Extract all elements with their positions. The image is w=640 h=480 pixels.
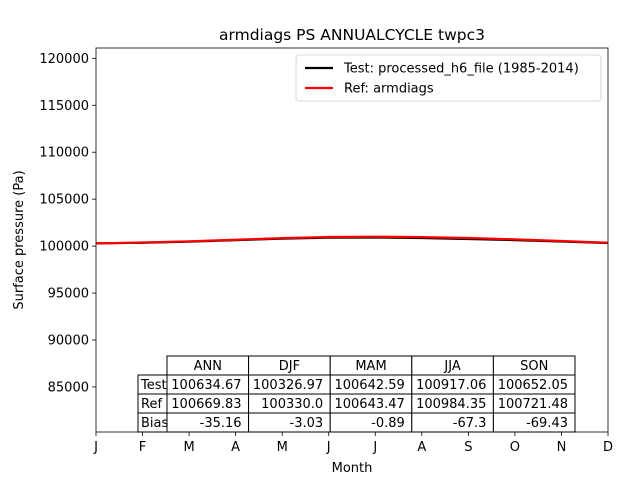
series-line-ref — [96, 235, 608, 245]
x-tick-label: M — [183, 440, 194, 455]
table-cell-value: -35.16 — [200, 416, 242, 431]
table-cell-value: 100642.59 — [334, 378, 404, 393]
table-cell-value: -67.3 — [453, 416, 487, 431]
x-tick-label: D — [603, 440, 613, 455]
x-tick-label: M — [277, 440, 288, 455]
plot-area: 85000 90000 95000 100000 105000 110000 115000 1… — [39, 47, 613, 455]
table-cell-value: -0.89 — [371, 416, 405, 431]
table-cell-value: -69.43 — [526, 416, 568, 431]
y-tick-label: 120000 — [39, 52, 89, 67]
y-tick-label: 110000 — [39, 146, 89, 161]
table-cell-value: 100643.47 — [334, 397, 404, 412]
y-tick-label: 90000 — [48, 333, 89, 348]
table-cell-value: 100669.83 — [171, 397, 241, 412]
y-tick-label: 105000 — [39, 193, 89, 208]
table-cell-value: 100984.35 — [416, 397, 486, 412]
x-tick-label: J — [326, 440, 331, 455]
y-tick-label: 115000 — [39, 99, 89, 114]
x-tick-label: F — [139, 440, 146, 455]
y-tick-label: 85000 — [48, 380, 89, 395]
x-tick-label: N — [557, 440, 567, 455]
x-tick-label: A — [417, 440, 426, 455]
table-cell-value: 100634.67 — [171, 378, 241, 393]
table-row-label: Bias — [141, 416, 168, 431]
legend-entry: Test: processed_h6_file (1985-2014) — [343, 62, 579, 77]
table-cell — [492, 412, 576, 433]
x-tick-label: S — [464, 440, 472, 455]
x-axis-label: Month — [332, 461, 373, 476]
x-tick-label: J — [93, 440, 98, 455]
chart-title: armdiags PS ANNUALCYCLE twpc3 — [219, 26, 485, 44]
table-header-label: MAM — [355, 359, 386, 374]
table-header-label: DJF — [279, 359, 300, 374]
x-tick-label: J — [372, 440, 377, 455]
table-cell-value: 100330.0 — [261, 397, 323, 412]
series-lines — [96, 235, 608, 245]
legend: Test: processed_h6_file (1985-2014) Ref: … — [295, 54, 602, 102]
table-row-label: Test — [140, 378, 167, 393]
table-cell-value: 100721.48 — [498, 397, 568, 412]
legend-entry: Ref: armdiags — [344, 82, 434, 97]
table-cell-value: 100326.97 — [253, 378, 323, 393]
table-header-label: ANN — [194, 359, 222, 374]
y-axis-label: Surface pressure (Pa) — [12, 170, 27, 309]
table-header-label: SON — [520, 359, 548, 374]
x-tick-label: A — [231, 440, 240, 455]
x-tick-label: O — [510, 440, 520, 455]
stats-table: ANN DJF MAM JJA SON Test 100634.67 100326.97 100… — [137, 355, 576, 433]
y-tick-label: 95000 — [48, 287, 89, 302]
legend-box — [295, 54, 602, 102]
table-header-label: JJA — [443, 359, 460, 374]
y-tick-label: 100000 — [39, 240, 89, 255]
table-row-label: Ref — [141, 397, 162, 412]
table-cell-value: 100917.06 — [416, 378, 486, 393]
table-cell-value: -3.03 — [290, 416, 324, 431]
table-cell-value: 100652.05 — [498, 378, 568, 393]
